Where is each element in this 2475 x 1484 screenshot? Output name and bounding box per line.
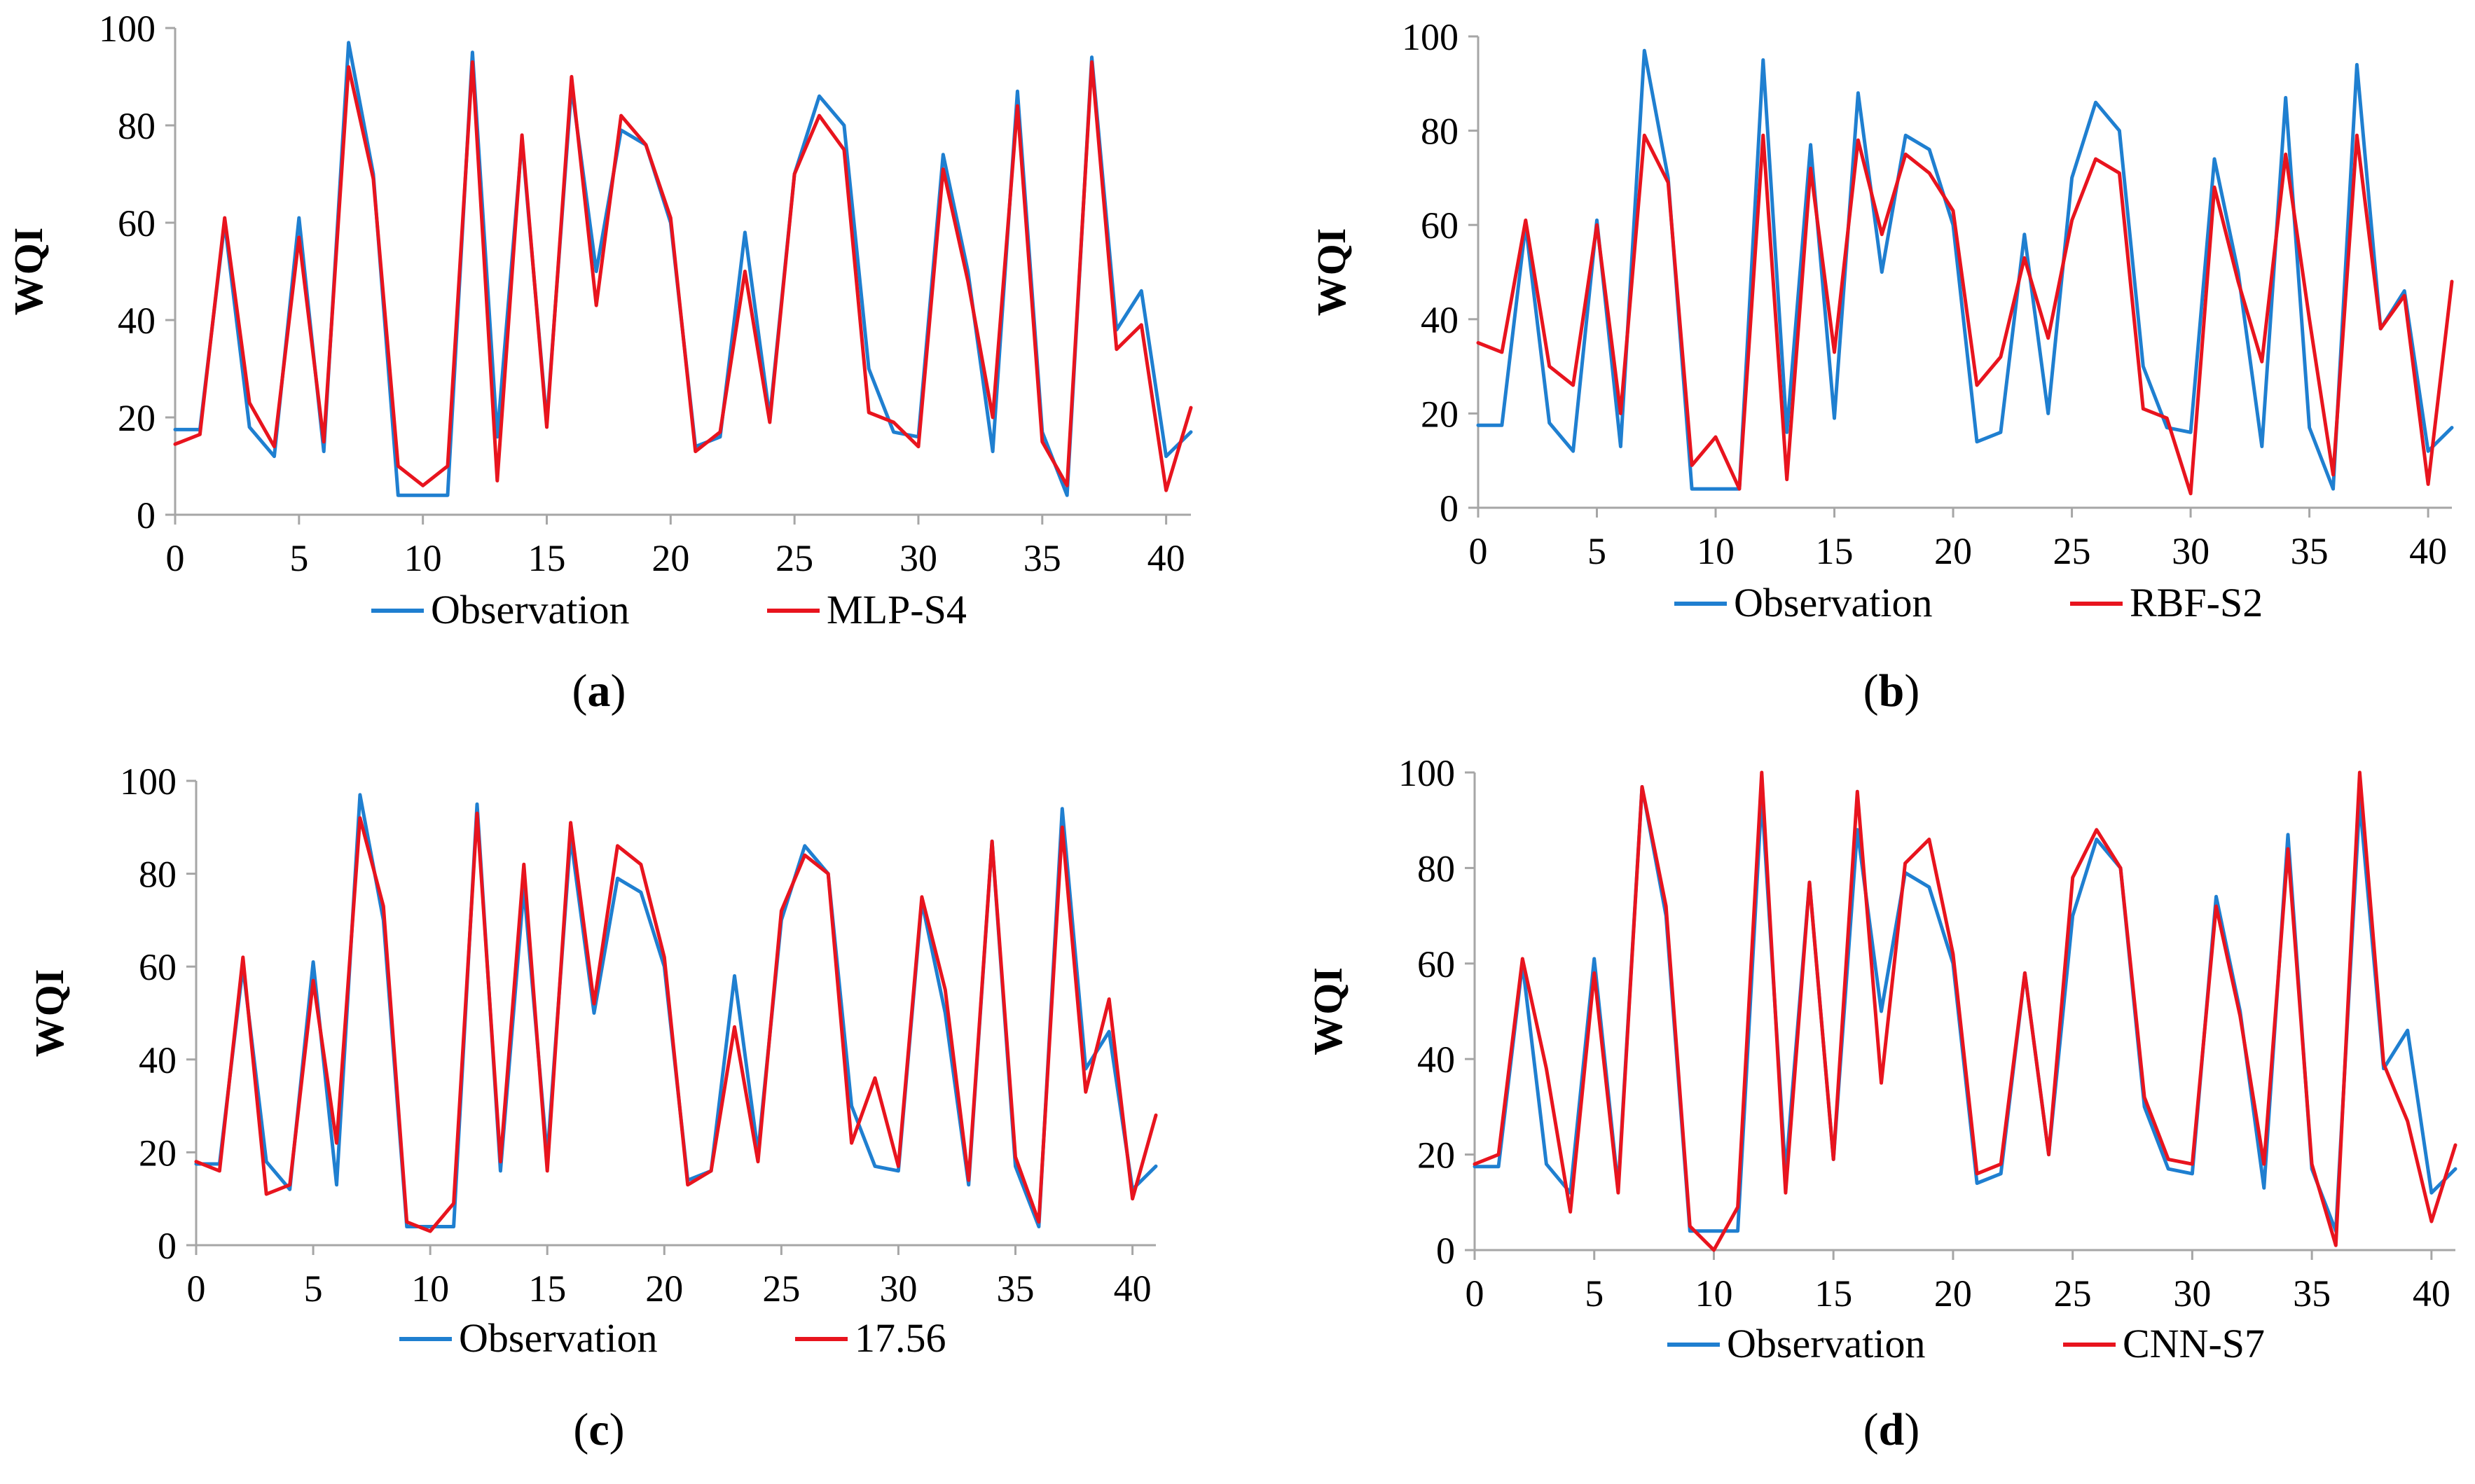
y-tick-label: 0	[1440, 487, 1459, 529]
x-tick-label: 40	[1114, 1268, 1152, 1310]
y-tick-label: 40	[1417, 1039, 1455, 1081]
x-tick-label: 30	[2172, 530, 2209, 572]
y-tick-label: 60	[139, 946, 177, 988]
legend-entry-label: MLP-S4	[827, 587, 967, 632]
x-tick-label: 35	[997, 1268, 1035, 1310]
x-tick-label: 20	[1934, 530, 1972, 572]
series-line-observation	[1473, 785, 2457, 1233]
x-tick-label: 20	[652, 537, 689, 579]
y-axis-label: WQI	[1309, 228, 1354, 317]
series-line-observation	[173, 41, 1193, 497]
chart-panel-b: 0 20 40 60 80 100 0 5 10 15 20 25 30 35 40 WQI Observati…	[1309, 16, 2454, 716]
legend-entry-label: Observation	[1734, 580, 1933, 625]
panel-label: (c)	[573, 1404, 624, 1455]
x-tick-label: 10	[411, 1268, 449, 1310]
x-tick-label: 25	[2053, 530, 2091, 572]
y-tick-label: 60	[1417, 943, 1455, 985]
x-tick-label: 0	[1466, 1273, 1484, 1315]
y-tick-label: 40	[118, 300, 156, 342]
x-tick-label: 5	[1587, 530, 1606, 572]
x-tick-label: 15	[528, 1268, 566, 1310]
series-line-model	[173, 60, 1193, 492]
y-tick-label: 20	[1417, 1135, 1455, 1177]
y-tick-label: 0	[1436, 1230, 1455, 1272]
y-tick-label: 0	[158, 1225, 177, 1267]
x-tick-label: 25	[775, 537, 813, 579]
x-tick-label: 35	[1023, 537, 1061, 579]
y-tick-label: 40	[139, 1039, 177, 1081]
x-tick-label: 40	[2413, 1273, 2450, 1315]
chart-panel-c: 0 20 40 60 80 100 0 5 10 15 20 25 30 35 40 WQI Observati…	[27, 761, 1158, 1455]
x-tick-label: 35	[2293, 1273, 2331, 1315]
y-tick-label: 80	[1421, 111, 1459, 153]
y-tick-label: 80	[1417, 847, 1455, 889]
legend-entry-label: Observation	[431, 587, 630, 632]
chart-panel-d: 0 20 40 60 80 100 0 5 10 15 20 25 30 35 40 WQI Observati…	[1305, 752, 2457, 1455]
legend: Observation MLP-S4	[371, 587, 967, 632]
y-axis-label: WQI	[6, 228, 51, 316]
x-tick-label: 15	[528, 537, 565, 579]
x-tick-label: 20	[1934, 1273, 1972, 1315]
y-tick-label: 20	[1421, 393, 1459, 435]
legend: Observation 17.56	[399, 1315, 946, 1361]
legend: Observation CNN-S7	[1667, 1321, 2265, 1366]
y-tick-label: 80	[139, 854, 177, 896]
x-tick-label: 25	[762, 1268, 800, 1310]
panel-label: (a)	[572, 665, 626, 716]
x-tick-label: 0	[1469, 530, 1488, 572]
legend-entry-label: RBF-S2	[2130, 580, 2263, 625]
y-tick-label: 40	[1421, 299, 1459, 341]
legend: Observation RBF-S2	[1674, 580, 2263, 625]
series-line-observation	[194, 793, 1158, 1228]
x-tick-label: 20	[645, 1268, 683, 1310]
x-tick-label: 10	[1695, 1273, 1732, 1315]
x-tick-label: 10	[404, 537, 442, 579]
x-tick-label: 25	[2054, 1273, 2092, 1315]
x-tick-label: 0	[166, 537, 185, 579]
x-tick-label: 5	[1585, 1273, 1604, 1315]
chart-panel-a: 0 20 40 60 80 100 0 5 10 15 20 25 30 35 40 WQI Observati…	[6, 8, 1193, 716]
series-line-model	[1476, 133, 2454, 496]
x-tick-label: 15	[1814, 1273, 1852, 1315]
series-line-model	[1473, 770, 2457, 1252]
legend-entry-label: CNN-S7	[2123, 1321, 2265, 1366]
y-tick-label: 80	[118, 105, 156, 147]
x-tick-label: 30	[879, 1268, 917, 1310]
x-tick-label: 40	[2409, 530, 2447, 572]
y-tick-label: 20	[118, 397, 156, 439]
legend-entry-label: Observation	[1727, 1321, 1926, 1366]
panel-label: (b)	[1863, 665, 1920, 716]
x-tick-label: 5	[304, 1268, 323, 1310]
y-tick-label: 100	[120, 761, 177, 803]
x-tick-label: 0	[187, 1268, 206, 1310]
y-tick-label: 100	[1402, 16, 1459, 58]
panel-label: (d)	[1863, 1404, 1920, 1455]
x-tick-label: 10	[1697, 530, 1735, 572]
y-tick-label: 100	[99, 8, 156, 50]
series-line-observation	[1476, 48, 2454, 491]
legend-entry-label: Observation	[459, 1315, 658, 1361]
series-line-model	[194, 811, 1158, 1233]
x-tick-label: 35	[2291, 530, 2329, 572]
x-tick-label: 40	[1147, 537, 1185, 579]
y-tick-label: 20	[139, 1132, 177, 1174]
y-axis-label: WQI	[27, 969, 72, 1057]
y-tick-label: 0	[137, 494, 156, 536]
legend-entry-label: 17.56	[855, 1315, 946, 1361]
y-axis-label: WQI	[1305, 967, 1351, 1055]
x-tick-label: 30	[2173, 1273, 2211, 1315]
y-tick-label: 60	[118, 202, 156, 244]
y-tick-label: 100	[1398, 752, 1455, 794]
x-tick-label: 30	[899, 537, 937, 579]
x-tick-label: 15	[1816, 530, 1854, 572]
x-tick-label: 5	[289, 537, 308, 579]
y-tick-label: 60	[1421, 204, 1459, 247]
